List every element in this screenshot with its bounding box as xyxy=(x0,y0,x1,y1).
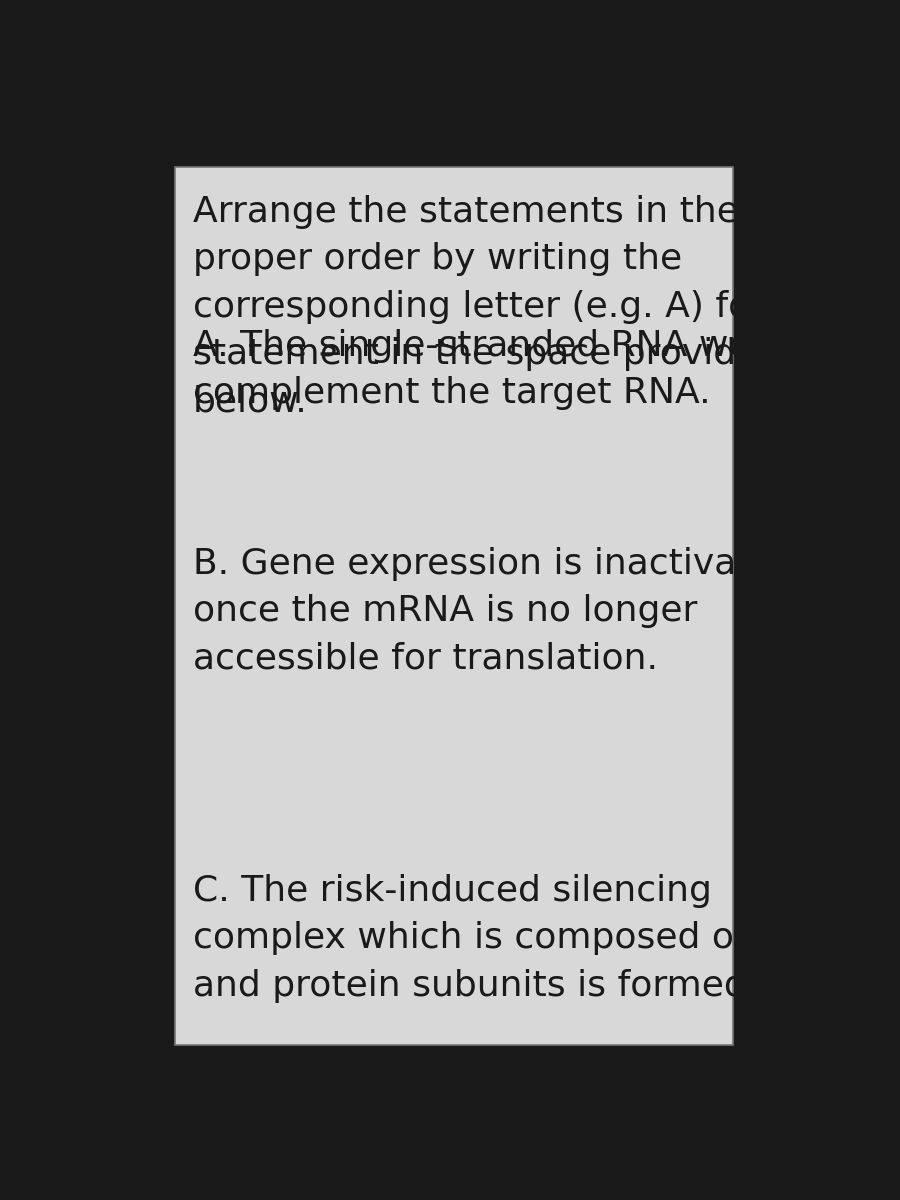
Text: A. The single-stranded RNA would
complement the target RNA.: A. The single-stranded RNA would complem… xyxy=(193,329,806,410)
Text: B. Gene expression is inactivated
once the mRNA is no longer
accessible for tran: B. Gene expression is inactivated once t… xyxy=(193,547,796,676)
Text: Arrange the statements in their
proper order by writing the
corresponding letter: Arrange the statements in their proper o… xyxy=(193,194,863,419)
FancyBboxPatch shape xyxy=(176,167,733,1045)
Text: C. The risk-induced silencing
complex which is composed of RNA
and protein subun: C. The risk-induced silencing complex wh… xyxy=(193,874,834,1003)
